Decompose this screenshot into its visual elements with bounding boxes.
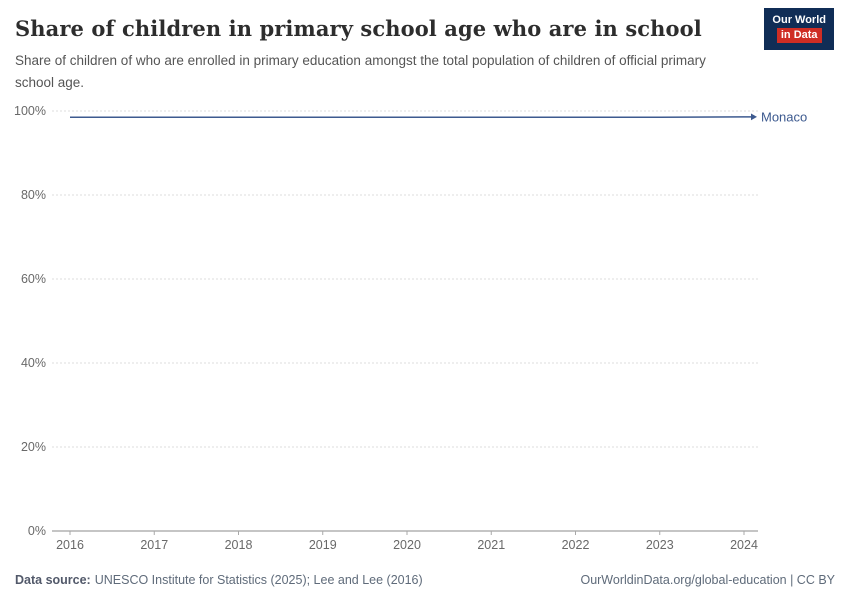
owid-logo-line1: Our World <box>772 14 826 26</box>
x-tick-label: 2024 <box>730 538 758 552</box>
y-tick-label: 100% <box>14 104 46 118</box>
owid-logo[interactable]: Our World in Data <box>764 8 834 50</box>
y-tick-label: 60% <box>21 272 46 286</box>
x-tick-label: 2019 <box>309 538 337 552</box>
chart-svg: 0% 20% 40% 60% 80% 100% 2016 2017 2018 2019 2020 20… <box>14 104 807 552</box>
series-arrowhead-icon <box>751 113 757 121</box>
footer-license-link[interactable]: OurWorldinData.org/global-education | CC… <box>580 573 835 587</box>
x-tick-label: 2022 <box>562 538 590 552</box>
x-tick-label: 2023 <box>646 538 674 552</box>
y-tick-label: 40% <box>21 356 46 370</box>
page-subtitle: Share of children of who are enrolled in… <box>15 53 706 90</box>
y-tick-label: 20% <box>21 440 46 454</box>
series-label[interactable]: Monaco <box>761 109 807 124</box>
footer-source-label: Data source: <box>15 573 91 587</box>
line-chart: 0% 20% 40% 60% 80% 100% 2016 2017 2018 2019 2020 20… <box>0 96 850 566</box>
footer-source: Data source: UNESCO Institute for Statist… <box>15 573 423 587</box>
page-title: Share of children in primary school age … <box>15 16 702 41</box>
y-tick-label: 0% <box>28 524 46 538</box>
footer-source-text: UNESCO Institute for Statistics (2025); … <box>94 573 423 587</box>
x-tick-label: 2020 <box>393 538 421 552</box>
x-tick-label: 2016 <box>56 538 84 552</box>
y-tick-label: 80% <box>21 188 46 202</box>
owid-logo-line2: in Data <box>776 28 822 43</box>
x-tick-label: 2017 <box>140 538 168 552</box>
x-tick-label: 2018 <box>225 538 253 552</box>
chart-footer: Data source: UNESCO Institute for Statist… <box>15 573 835 587</box>
x-tick-label: 2021 <box>477 538 505 552</box>
